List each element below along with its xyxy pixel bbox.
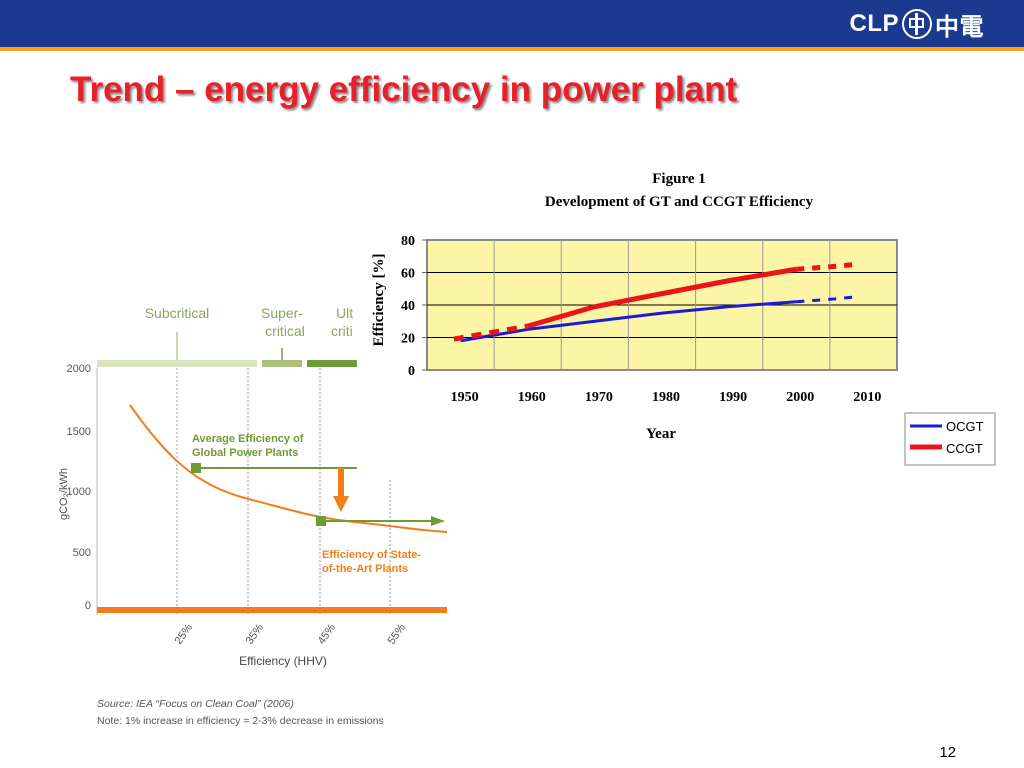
y-tick-labels: 0 20 40 60 80 bbox=[401, 234, 427, 379]
logo-text: CLP bbox=[849, 10, 899, 37]
clp-logo: CLP 中電 bbox=[850, 6, 985, 42]
left-ytick-1500: 1500 bbox=[67, 426, 91, 438]
figure-title: Figure 1 bbox=[652, 171, 705, 187]
category-ultra-label-2: criti bbox=[331, 323, 353, 339]
category-supercritical-band bbox=[262, 360, 302, 367]
x-tick-1990: 1990 bbox=[719, 390, 747, 405]
emissions-chart: Subcritical Super- critical Ult criti 20… bbox=[58, 305, 448, 727]
y-tick-20: 20 bbox=[401, 332, 415, 347]
left-xtick-55: 55% bbox=[386, 622, 409, 647]
y-axis-label: Efficiency [%] bbox=[371, 254, 387, 347]
x-tick-1970: 1970 bbox=[585, 390, 613, 405]
left-note: Note: 1% increase in efficiency = 2-3% d… bbox=[97, 715, 384, 727]
left-ytick-2000: 2000 bbox=[67, 363, 91, 375]
x-tick-2010: 2010 bbox=[853, 390, 881, 405]
page-number: 12 bbox=[939, 744, 956, 761]
logo-emblem-icon bbox=[902, 9, 932, 39]
category-ultra-band bbox=[307, 360, 357, 367]
x-tick-2000: 2000 bbox=[786, 390, 814, 405]
y-tick-80: 80 bbox=[401, 234, 415, 249]
state-of-art-label-1: Efficiency of State- bbox=[322, 549, 421, 561]
left-source: Source: IEA “Focus on Clean Coal” (2006) bbox=[97, 698, 294, 710]
improvement-arrow-head bbox=[333, 496, 349, 512]
left-xlabel: Efficiency (HHV) bbox=[239, 654, 327, 668]
average-efficiency-label-2: Global Power Plants bbox=[192, 447, 298, 459]
left-ytick-0: 0 bbox=[85, 600, 91, 612]
x-axis-label: Year bbox=[646, 426, 676, 442]
logo-cjk: 中電 bbox=[935, 13, 984, 41]
left-baseline bbox=[97, 607, 447, 613]
header-bar: CLP 中電 bbox=[0, 0, 1024, 51]
left-ylabel: gCO₂/kWh bbox=[58, 468, 70, 520]
emissions-curve bbox=[129, 404, 448, 533]
legend-box bbox=[904, 412, 996, 466]
ocgt-projected-dashed-line bbox=[796, 295, 857, 304]
series-layer bbox=[453, 261, 857, 343]
slide-title: Trend – energy efficiency in power plant bbox=[70, 70, 738, 109]
header-accent-line bbox=[0, 47, 1024, 51]
x-tick-1980: 1980 bbox=[652, 390, 680, 405]
average-efficiency-marker bbox=[191, 463, 201, 473]
x-tick-1960: 1960 bbox=[518, 390, 546, 405]
horizontal-gridlines bbox=[427, 272, 897, 338]
ccgt-projected-dashed-line bbox=[796, 261, 857, 272]
category-ultra-label-1: Ult bbox=[336, 305, 353, 321]
left-ytick-500: 500 bbox=[73, 547, 91, 559]
left-xtick-45: 45% bbox=[316, 622, 339, 647]
state-of-art-arrow-head bbox=[431, 516, 445, 526]
legend-ccgt-label: CCGT bbox=[946, 441, 983, 456]
left-xtick-35: 35% bbox=[244, 622, 267, 647]
improvement-arrow-shaft bbox=[338, 468, 344, 498]
category-subcritical-band bbox=[97, 360, 257, 367]
figure-subtitle: Development of GT and CCGT Efficiency bbox=[545, 194, 814, 210]
ocgt-solid-line bbox=[460, 300, 797, 343]
y-tick-40: 40 bbox=[401, 299, 415, 314]
ccgt-early-dashed-line bbox=[453, 323, 529, 342]
ccgt-solid-line bbox=[527, 266, 797, 329]
state-of-art-marker bbox=[316, 516, 326, 526]
category-subcritical-label: Subcritical bbox=[145, 305, 210, 321]
x-tick-labels: 1950 1960 1970 1980 1990 2000 2010 bbox=[451, 390, 882, 405]
left-xtick-25: 25% bbox=[173, 622, 196, 647]
y-tick-60: 60 bbox=[401, 267, 415, 282]
gt-ccgt-efficiency-chart: Figure 1 Development of GT and CCGT Effi… bbox=[357, 155, 998, 480]
category-supercritical-label-1: Super- bbox=[261, 305, 303, 321]
category-supercritical-label-2: critical bbox=[265, 323, 305, 339]
average-efficiency-label-1: Average Efficiency of bbox=[192, 433, 304, 445]
y-tick-0: 0 bbox=[408, 364, 415, 379]
left-ytick-1000: 1000 bbox=[67, 486, 91, 498]
x-tick-1950: 1950 bbox=[451, 390, 479, 405]
legend-ocgt-label: OCGT bbox=[946, 419, 984, 434]
state-of-art-label-2: of-the-Art Plants bbox=[322, 563, 408, 575]
